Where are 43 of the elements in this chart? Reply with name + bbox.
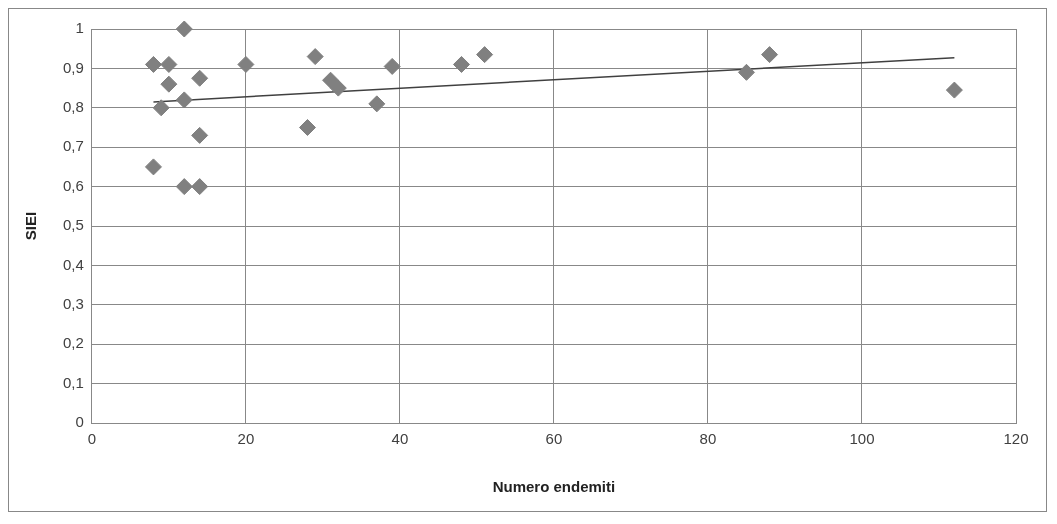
y-tick-label: 0,6 — [62, 176, 84, 194]
x-axis-title: Numero endemiti — [492, 478, 616, 496]
point — [322, 71, 340, 89]
y-tick-label: 0,7 — [62, 137, 84, 155]
point — [383, 57, 401, 75]
y-tick-label: 0,3 — [62, 294, 84, 312]
x-tick-label: 60 — [545, 430, 563, 448]
point — [306, 48, 324, 66]
y-tick-label: 0,5 — [62, 216, 84, 234]
point — [453, 55, 471, 73]
x-tick-label: 40 — [391, 430, 409, 448]
y-tick-label: 0,4 — [62, 255, 84, 273]
point — [761, 46, 779, 64]
point — [368, 95, 386, 113]
point — [237, 55, 255, 73]
y-tick-label: 0,2 — [62, 334, 84, 352]
point — [175, 178, 193, 196]
point — [191, 126, 209, 144]
point — [160, 75, 178, 93]
point — [152, 99, 170, 117]
point — [175, 91, 193, 109]
y-tick-label: 0,8 — [62, 97, 84, 115]
point — [191, 69, 209, 87]
point — [160, 55, 178, 73]
y-axis-title: SIEI — [22, 211, 40, 241]
point — [175, 20, 193, 38]
y-tick-label: 1 — [75, 19, 84, 37]
point — [476, 46, 494, 64]
point — [191, 178, 209, 196]
point — [329, 79, 347, 97]
y-tick-label: 0,1 — [62, 373, 84, 391]
x-tick-label: 100 — [849, 430, 875, 448]
y-tick-label: 0,9 — [62, 58, 84, 76]
point — [144, 158, 162, 176]
x-tick-label: 0 — [87, 430, 97, 448]
point — [144, 55, 162, 73]
point — [298, 119, 316, 136]
x-tick-label: 120 — [1003, 430, 1029, 448]
x-tick-label: 80 — [699, 430, 717, 448]
point — [737, 63, 755, 81]
point — [945, 81, 963, 99]
x-tick-label: 20 — [237, 430, 255, 448]
y-tick-label: 0 — [75, 413, 84, 431]
